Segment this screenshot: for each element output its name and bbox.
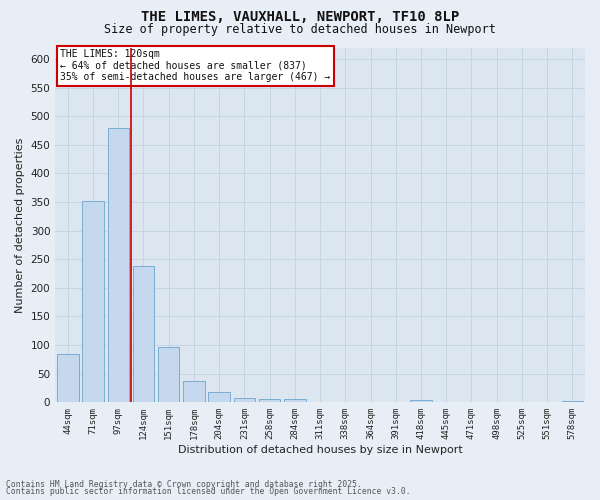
Bar [208, 392, 230, 402]
Bar [259, 399, 280, 402]
Bar [233, 398, 255, 402]
Bar [284, 399, 305, 402]
Bar [562, 400, 583, 402]
Text: Size of property relative to detached houses in Newport: Size of property relative to detached ho… [104, 22, 496, 36]
Text: Contains public sector information licensed under the Open Government Licence v3: Contains public sector information licen… [6, 487, 410, 496]
Bar [133, 266, 154, 402]
X-axis label: Distribution of detached houses by size in Newport: Distribution of detached houses by size … [178, 445, 463, 455]
Bar [57, 354, 79, 403]
Bar [410, 400, 432, 402]
Bar [183, 381, 205, 402]
Bar [107, 128, 129, 402]
Text: THE LIMES: 120sqm
← 64% of detached houses are smaller (837)
35% of semi-detache: THE LIMES: 120sqm ← 64% of detached hous… [61, 50, 331, 82]
Bar [82, 201, 104, 402]
Bar [158, 348, 179, 403]
Text: THE LIMES, VAUXHALL, NEWPORT, TF10 8LP: THE LIMES, VAUXHALL, NEWPORT, TF10 8LP [141, 10, 459, 24]
Y-axis label: Number of detached properties: Number of detached properties [15, 137, 25, 312]
Text: Contains HM Land Registry data © Crown copyright and database right 2025.: Contains HM Land Registry data © Crown c… [6, 480, 362, 489]
